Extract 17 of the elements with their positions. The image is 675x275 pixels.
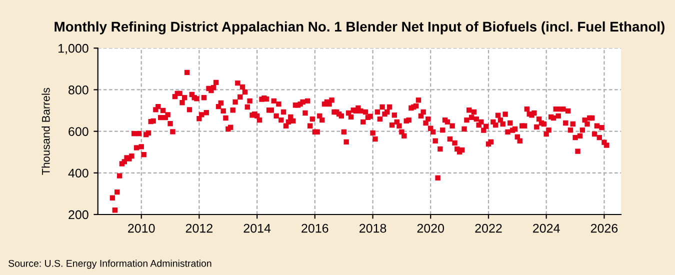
x-tick-label: 2024 — [533, 224, 560, 233]
source-note: Source: U.S. Energy Information Administration — [8, 260, 212, 269]
x-tick-label: 2014 — [244, 224, 271, 233]
x-tick-label: 2022 — [475, 224, 502, 233]
y-tick-label: 400 — [68, 168, 88, 178]
y-tick-label: 200 — [68, 210, 88, 220]
y-tick-label: 600 — [68, 127, 88, 136]
x-tick-label: 2010 — [128, 224, 155, 233]
x-tick-label: 2016 — [302, 224, 328, 233]
x-tick-label: 2020 — [417, 224, 444, 233]
y-tick-label: 1,000 — [58, 44, 88, 54]
chart-title: Monthly Refining District Appalachian No. 1 Blender Net Input of Biofuels (incl. Fuel Ethanol) — [54, 21, 664, 34]
x-tick-label: 2018 — [360, 224, 386, 233]
x-tick-label: 2012 — [186, 224, 212, 233]
x-tick-label: 2026 — [590, 224, 618, 233]
y-axis-title: Thousand Barrels — [42, 88, 50, 175]
y-tick-label: 800 — [68, 86, 88, 94]
